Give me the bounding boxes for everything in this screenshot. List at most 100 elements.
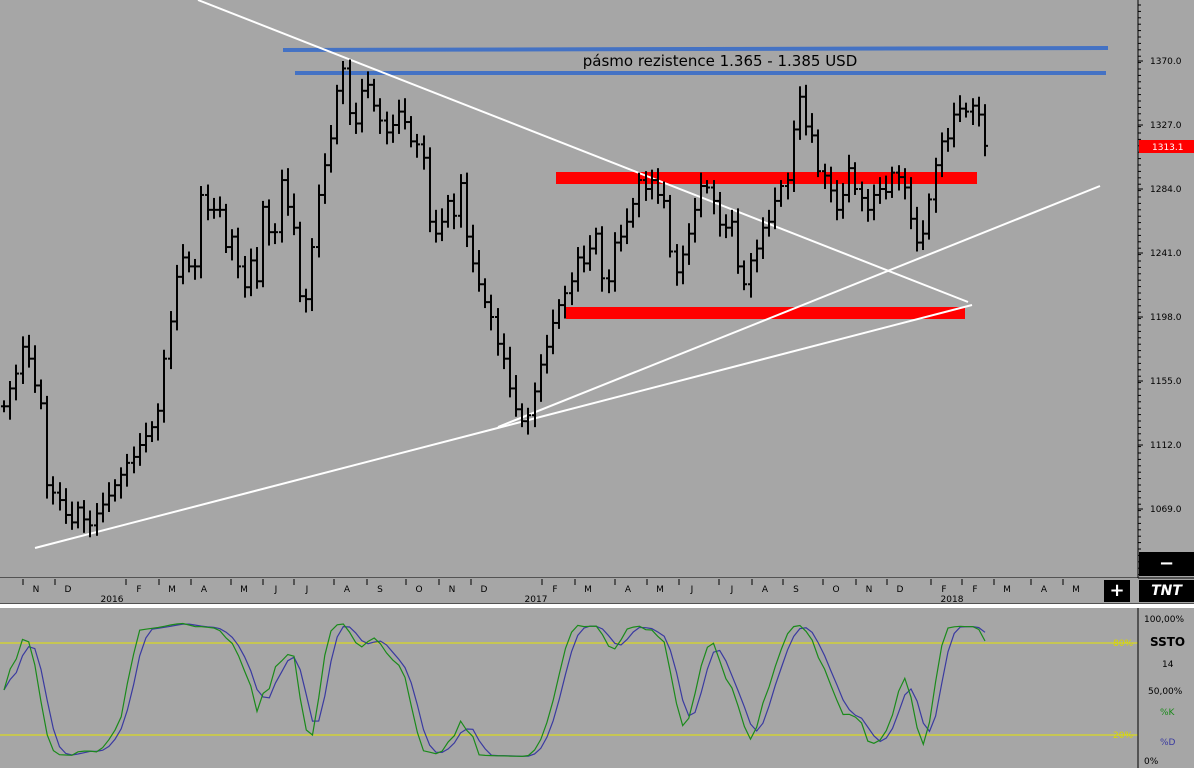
ohlc-bar [211,197,217,219]
ohlc-bar [334,84,340,145]
ohlc-bar [618,224,624,252]
ohlc-bar [544,334,550,374]
ohlc-bar [624,208,630,245]
ohlc-bar [562,285,568,319]
ohlc-bar [50,476,56,505]
ohlc-bars [1,59,988,538]
ohlc-bar [69,501,75,530]
ohlc-bar [377,98,383,134]
tnt-logo: TNT [1139,580,1194,602]
ohlc-bar [26,334,32,368]
ohlc-bar [550,309,556,355]
ohlc-bar [495,308,501,356]
ohlc-bar [815,129,821,178]
stoch-level-50-label: 50,00% [1148,687,1183,697]
ohlc-bar [414,133,420,158]
zoom-out-button[interactable]: − [1139,552,1194,576]
current-price-label: 1313.1 [1152,143,1184,153]
upper-red-zone[interactable] [556,172,977,184]
ohlc-bar [599,226,605,292]
month-label: A [762,585,769,595]
ohlc-bar [797,86,803,140]
ohlc-bar [828,166,834,203]
ohlc-bar [587,235,593,271]
current-price-tag [1139,140,1194,153]
month-label: S [793,585,799,595]
ohlc-bar [957,95,963,123]
ohlc-bar [889,166,895,198]
ohlc-bar [717,191,723,237]
ohlc-bar [316,184,322,258]
ohlc-bar [359,78,365,133]
ohlc-bar [704,180,710,194]
pane-splitter[interactable] [0,604,1194,608]
ohlc-bar [365,71,371,99]
ohlc-bar [149,421,155,443]
month-label: J [305,585,309,595]
ohlc-bar [266,199,272,246]
ohlc-bar [223,203,229,253]
ohlc-bar [519,403,525,428]
resistance-annotation: pásmo rezistence 1.365 - 1.385 USD [583,52,858,70]
ohlc-bar [20,336,26,384]
ohlc-bar [242,255,248,298]
ohlc-bar [822,163,828,189]
ohlc-bar [846,154,852,203]
ohlc-bar [328,125,334,173]
resistance-line-upper[interactable] [282,46,1109,52]
trendline-long-support[interactable] [34,304,973,549]
zoom-in-button[interactable]: + [1104,580,1130,602]
trendline-descending[interactable] [197,0,969,303]
ohlc-bar [791,120,797,192]
ohlc-bar [57,482,63,511]
time-axis: N D F M A M J J A S O N D F M A M J J A S O N D F F M A M 2016 2017 201… [22,579,1080,605]
ohlc-bar [809,113,815,143]
ohlc-bar [87,510,93,538]
ohlc-bar [131,446,137,474]
month-label: J [730,585,734,595]
ohlc-bar [945,127,951,152]
ohlc-bar [458,174,464,228]
stoch-d-legend: %D [1160,738,1176,748]
ohlc-bar [606,269,612,294]
month-label: F [552,585,557,595]
ohlc-bar [433,209,439,243]
ohlc-bar [75,501,81,529]
ohlc-bar [766,209,772,237]
ohlc-bar [612,232,618,292]
stoch-level-100-label: 100,00% [1144,615,1184,625]
ohlc-bar [488,294,494,331]
trendline-steep-support[interactable] [497,185,1101,428]
month-label: F [941,585,946,595]
ohlc-bar [686,223,692,265]
ohlc-bar [13,364,19,401]
ohlc-bar [926,193,932,240]
ohlc-bar [741,260,747,291]
ohlc-bar [581,245,587,273]
ohlc-bar [254,247,260,289]
ohlc-bar [982,104,988,157]
ohlc-bar [883,175,889,200]
ohlc-bar [711,180,717,215]
month-label: M [584,585,592,595]
ohlc-bar [896,165,902,191]
ohlc-bar [939,132,945,178]
ohlc-bar [538,354,544,402]
ohlc-bar [630,197,636,228]
month-label: A [1041,585,1048,595]
ohlc-bar [94,503,100,536]
month-label: N [866,585,873,595]
ohlc-bar [402,98,408,130]
ohlc-bar [303,288,309,313]
month-label: F [136,585,141,595]
ohlc-bar [297,221,303,303]
lower-red-zone[interactable] [566,307,965,319]
price-tick-label: 1198.0 [1150,313,1182,323]
month-label: M [656,585,664,595]
ohlc-bar [970,98,976,125]
ohlc-bar [174,264,180,331]
ohlc-bar [871,184,877,221]
ohlc-bar [803,84,809,136]
ohlc-bar [593,227,599,255]
ohlc-bar [464,172,470,248]
